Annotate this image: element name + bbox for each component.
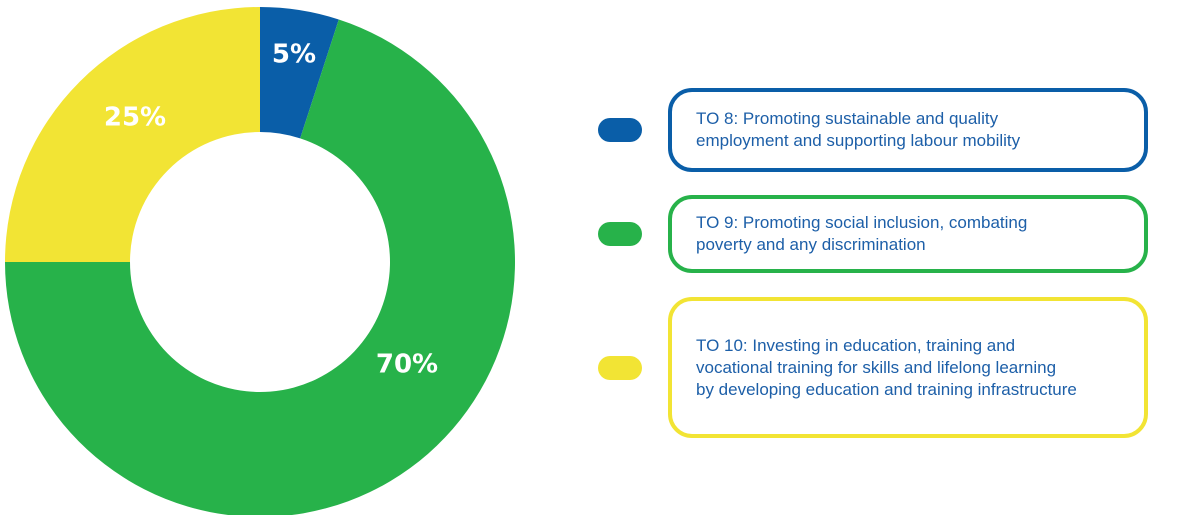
legend-swatch [598,355,642,380]
data-label: 5% [272,40,316,70]
legend-item: TO 10: Investing in education, training … [598,297,1148,438]
slice [260,7,339,139]
legend-label: TO 8: Promoting sustainable and quality … [696,109,1021,150]
legend-swatch [598,118,642,142]
slice [5,7,260,262]
data-label: 70% [376,350,438,380]
legend-swatch [598,222,642,246]
data-label: 25% [104,103,166,133]
legend-box: TO 9: Promoting social inclusion, combat… [668,195,1148,273]
legend-label: TO 9: Promoting social inclusion, combat… [696,213,1028,254]
legend-label: TO 10: Investing in education, training … [696,335,1077,399]
legend-box: TO 8: Promoting sustainable and quality … [668,88,1148,172]
slice [5,19,515,515]
legend-box: TO 10: Investing in education, training … [668,297,1148,438]
legend-item: TO 8: Promoting sustainable and quality … [598,88,1148,172]
legend-item: TO 9: Promoting social inclusion, combat… [598,195,1148,273]
